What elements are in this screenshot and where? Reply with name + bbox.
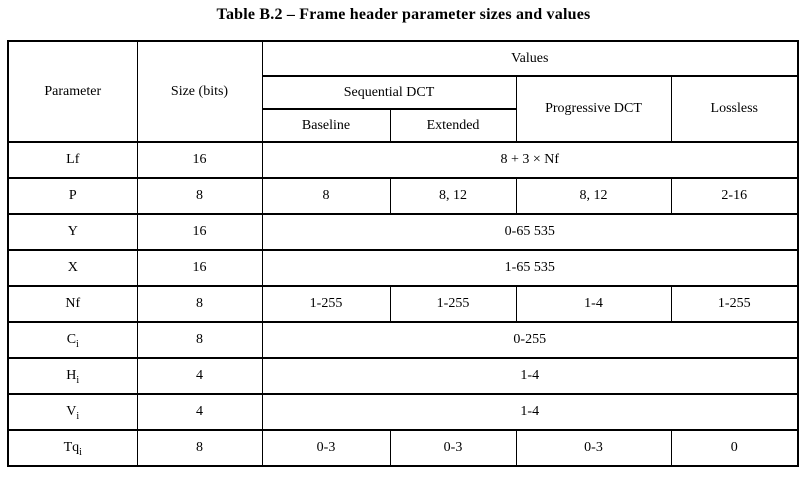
table-row-tqi: Tqi 8 0-3 0-3 0-3 0 <box>7 429 799 467</box>
col-header-lossless: Lossless <box>670 75 799 143</box>
header-row-values: Parameter Size (bits) Values <box>7 40 799 143</box>
value-cell-progressive: 0-3 <box>515 429 672 467</box>
size-cell: 8 <box>136 429 263 467</box>
parameter-label: X <box>67 260 78 275</box>
parameter-label: V <box>66 404 77 419</box>
table-title: Table B.2 – Frame header parameter sizes… <box>216 6 591 23</box>
parameter-cell: Nf <box>7 285 138 323</box>
frame-header-parameter-table: Parameter Size (bits) Values Sequential … <box>7 40 800 467</box>
parameter-label: P <box>68 188 77 203</box>
size-cell: 16 <box>136 141 263 179</box>
value-cell-baseline: 1-255 <box>261 285 391 323</box>
parameter-cell: Vi <box>7 393 138 431</box>
value-cell-extended: 1-255 <box>389 285 517 323</box>
parameter-subscript: i <box>76 338 79 350</box>
table-row-y: Y 16 0-65 535 <box>7 213 799 251</box>
parameter-label: Y <box>67 224 78 239</box>
size-cell: 16 <box>136 213 263 251</box>
size-cell: 4 <box>136 393 263 431</box>
parameter-cell: Tqi <box>7 429 138 467</box>
header-row-modes: Sequential DCT Progressive DCT Lossless <box>8 75 799 143</box>
value-cell-all-modes: 0-65 535 <box>261 213 799 251</box>
parameter-cell: X <box>7 249 138 287</box>
header-row-sequential-sub: Baseline Extended <box>8 108 798 143</box>
parameter-label: C <box>66 332 77 347</box>
value-cell-extended: 0-3 <box>389 429 517 467</box>
value-cell-extended: 8, 12 <box>389 177 517 215</box>
parameter-label: Tq <box>63 440 80 455</box>
parameter-subscript: i <box>79 446 82 458</box>
size-cell: 8 <box>136 177 263 215</box>
table-row-x: X 16 1-65 535 <box>7 249 799 287</box>
col-header-parameter: Parameter <box>7 40 138 143</box>
parameter-label: H <box>66 368 77 383</box>
parameter-subscript: i <box>76 374 80 386</box>
size-cell: 16 <box>136 249 263 287</box>
col-header-values: Values <box>261 40 799 77</box>
value-cell-baseline: 0-3 <box>261 429 391 467</box>
parameter-cell: P <box>7 177 138 215</box>
col-header-progressive-dct: Progressive DCT <box>515 75 672 143</box>
value-cell-lossless: 0 <box>670 429 799 467</box>
value-cell-progressive: 8, 12 <box>515 177 672 215</box>
col-header-baseline: Baseline <box>261 108 391 143</box>
table-row-lf: Lf 16 8 + 3 × Nf <box>7 141 799 179</box>
value-cell-all-modes: 0-255 <box>261 321 799 359</box>
size-cell: 4 <box>136 357 263 395</box>
parameter-label: Lf <box>66 152 80 167</box>
parameter-subscript: i <box>76 410 80 422</box>
table-row-nf: Nf 8 1-255 1-255 1-4 1-255 <box>7 285 799 323</box>
table-row-hi: Hi 4 1-4 <box>7 357 799 395</box>
value-cell-all-modes: 1-4 <box>261 357 799 395</box>
table-row-vi: Vi 4 1-4 <box>7 393 799 431</box>
parameter-cell: Y <box>7 213 138 251</box>
size-cell: 8 <box>136 285 263 323</box>
table-row-p: P 8 8 8, 12 8, 12 2-16 <box>7 177 799 215</box>
col-header-size-bits: Size (bits) <box>136 40 263 143</box>
parameter-cell: Lf <box>7 141 138 179</box>
value-cell-baseline: 8 <box>261 177 391 215</box>
value-cell-all-modes: 1-4 <box>261 393 799 431</box>
col-header-sequential-dct: Sequential DCT <box>261 75 517 110</box>
parameter-cell: Ci <box>7 321 138 359</box>
value-cell-lossless: 1-255 <box>670 285 799 323</box>
col-header-extended: Extended <box>389 108 517 143</box>
parameter-label: Nf <box>65 296 81 311</box>
value-cell-lossless: 2-16 <box>670 177 799 215</box>
parameter-cell: Hi <box>7 357 138 395</box>
value-cell-progressive: 1-4 <box>515 285 672 323</box>
table-row-ci: Ci 8 0-255 <box>7 321 799 359</box>
value-cell-all-modes: 1-65 535 <box>261 249 799 287</box>
value-cell-all-modes: 8 + 3 × Nf <box>261 141 799 179</box>
size-cell: 8 <box>136 321 263 359</box>
